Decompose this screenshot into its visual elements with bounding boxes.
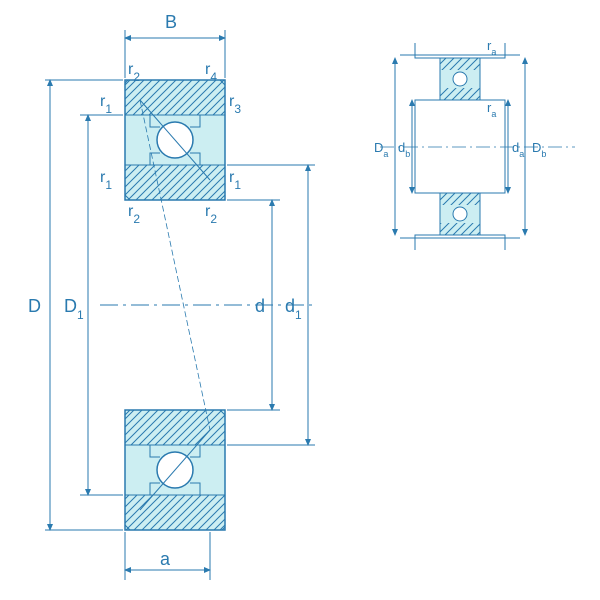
label-r1-br: r1	[229, 169, 241, 192]
label-ra-t: ra	[487, 38, 496, 57]
inset-assembly-view: ra ra Da db da Db	[374, 38, 575, 250]
label-r2-bl: r2	[128, 203, 140, 226]
label-Db: Db	[532, 140, 546, 159]
label-r1-tl: r1	[100, 93, 112, 116]
label-D1: D1	[64, 296, 84, 322]
label-d: d	[255, 296, 265, 316]
label-r2-br: r2	[205, 203, 217, 226]
label-D: D	[28, 296, 41, 316]
label-r1-bl: r1	[100, 169, 112, 192]
label-d1: d1	[285, 296, 302, 322]
label-db: db	[398, 140, 410, 159]
label-a: a	[160, 549, 171, 569]
label-Da: Da	[374, 140, 388, 159]
label-da: da	[512, 140, 524, 159]
main-cross-section: B a D D1 d d1 r2 r4 r1 r3 r1 r1 r2 r2	[28, 12, 315, 580]
label-ra-b: ra	[487, 100, 496, 119]
bearing-diagram: B a D D1 d d1 r2 r4 r1 r3 r1 r1 r2 r2	[0, 0, 600, 600]
label-r3: r3	[229, 93, 241, 116]
label-B: B	[165, 12, 177, 32]
